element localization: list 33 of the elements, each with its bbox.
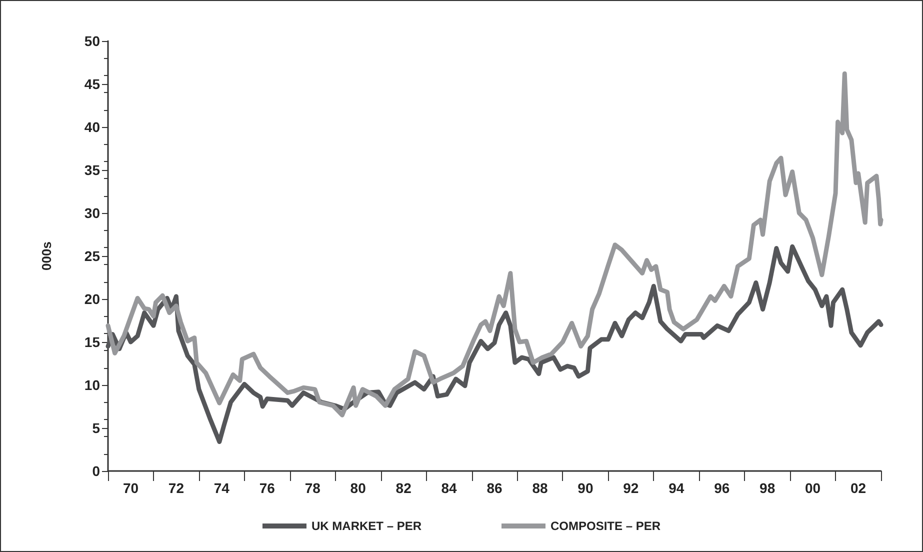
legend-label: UK MARKET – PER bbox=[311, 519, 422, 533]
y-tick-label: 45 bbox=[84, 76, 100, 92]
x-tick-label: 82 bbox=[396, 480, 412, 496]
x-tick-label: 70 bbox=[122, 480, 139, 496]
y-axis-title: 000s bbox=[39, 242, 54, 270]
x-tick-label: 88 bbox=[532, 480, 548, 496]
y-tick-label: 30 bbox=[84, 205, 100, 221]
x-tick-label: 72 bbox=[168, 480, 184, 496]
y-tick-label: 25 bbox=[84, 248, 100, 264]
x-tick-label: 96 bbox=[714, 480, 730, 496]
y-tick-label: 35 bbox=[84, 162, 100, 178]
x-tick-label: 02 bbox=[850, 480, 866, 496]
y-tick-label: 40 bbox=[84, 119, 100, 135]
x-tick-label: 94 bbox=[668, 480, 684, 496]
x-tick-label: 76 bbox=[259, 480, 276, 496]
line-series bbox=[106, 71, 884, 418]
y-tick-label: 5 bbox=[92, 420, 100, 436]
x-tick-label: 92 bbox=[623, 480, 639, 496]
x-tick-label: 78 bbox=[304, 480, 321, 496]
x-tick-label: 90 bbox=[578, 480, 594, 496]
x-tick-label: 86 bbox=[486, 480, 502, 496]
legend-label: COMPOSITE – PER bbox=[550, 519, 661, 533]
y-tick-label: 20 bbox=[84, 291, 100, 307]
line-series bbox=[106, 244, 884, 444]
y-tick-label: 15 bbox=[84, 334, 100, 350]
y-tick-label: 10 bbox=[84, 377, 100, 393]
x-tick-label: 84 bbox=[441, 480, 458, 496]
y-tick-label: 0 bbox=[92, 463, 100, 479]
x-tick-label: 98 bbox=[760, 480, 776, 496]
x-tick-label: 80 bbox=[350, 480, 366, 496]
y-tick-label: 50 bbox=[84, 33, 100, 49]
x-tick-label: 74 bbox=[214, 480, 230, 496]
x-tick-label: 00 bbox=[805, 480, 821, 496]
